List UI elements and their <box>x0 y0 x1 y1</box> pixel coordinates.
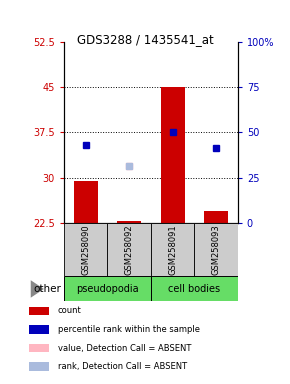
Text: GDS3288 / 1435541_at: GDS3288 / 1435541_at <box>77 33 213 46</box>
Text: value, Detection Call = ABSENT: value, Detection Call = ABSENT <box>58 344 191 353</box>
Text: cell bodies: cell bodies <box>168 284 220 294</box>
Bar <box>29 344 49 352</box>
Bar <box>29 325 49 334</box>
Bar <box>107 223 151 276</box>
Text: GSM258090: GSM258090 <box>81 224 90 275</box>
Bar <box>74 180 97 223</box>
Polygon shape <box>31 280 44 298</box>
Bar <box>29 307 49 315</box>
Text: GSM258092: GSM258092 <box>124 224 134 275</box>
Bar <box>29 362 49 371</box>
Bar <box>204 211 228 223</box>
Text: GSM258093: GSM258093 <box>211 224 221 275</box>
Bar <box>117 221 141 223</box>
Text: other: other <box>33 284 61 294</box>
Bar <box>64 276 151 301</box>
Text: GSM258091: GSM258091 <box>168 224 177 275</box>
Bar <box>194 223 238 276</box>
Text: percentile rank within the sample: percentile rank within the sample <box>58 325 200 334</box>
Text: rank, Detection Call = ABSENT: rank, Detection Call = ABSENT <box>58 362 187 371</box>
Text: pseudopodia: pseudopodia <box>76 284 139 294</box>
Bar <box>161 87 184 223</box>
Bar <box>64 223 107 276</box>
Bar <box>151 276 238 301</box>
Text: count: count <box>58 306 82 315</box>
Bar <box>151 223 194 276</box>
